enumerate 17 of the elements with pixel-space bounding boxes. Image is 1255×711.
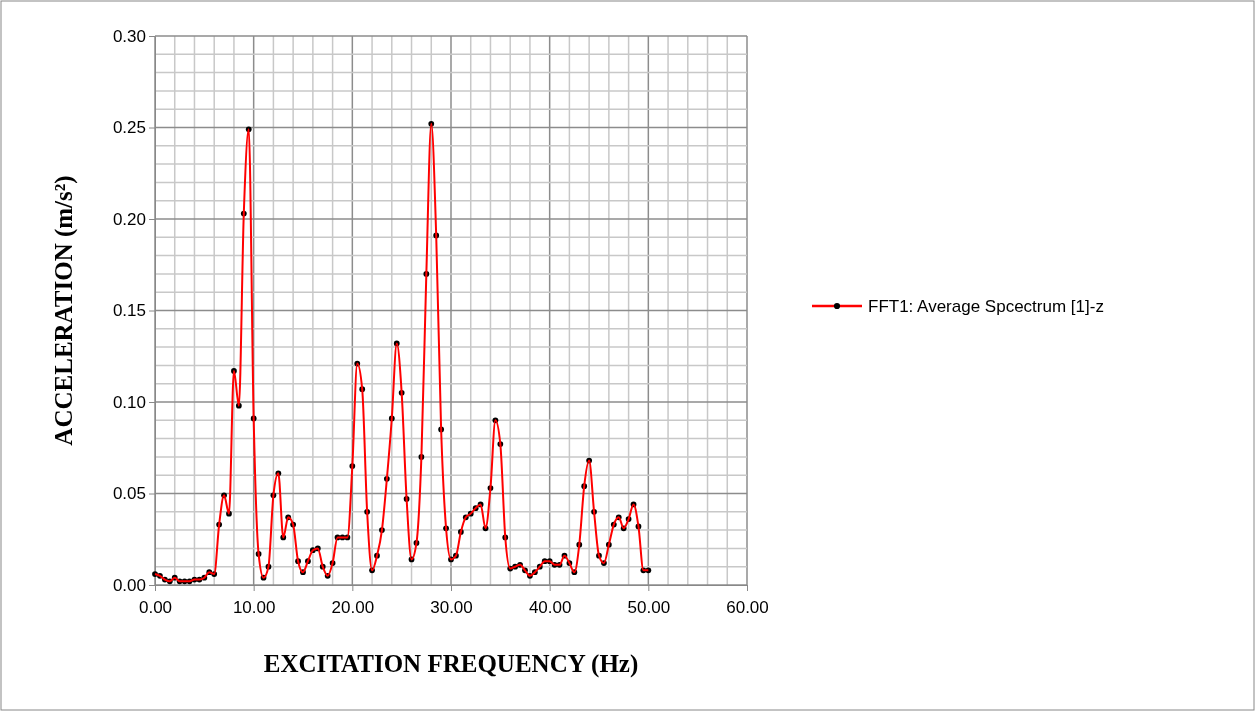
y-tick-label: 0.00 bbox=[112, 575, 146, 595]
x-tick-label: 60.00 bbox=[726, 597, 769, 617]
y-tick-label: 0.30 bbox=[112, 26, 146, 46]
x-tick-label: 50.00 bbox=[627, 597, 671, 617]
y-tick-label: 0.25 bbox=[112, 118, 146, 138]
x-tick-label: 0.00 bbox=[138, 597, 173, 617]
x-tick-label: 40.00 bbox=[528, 597, 572, 617]
y-tick-label: 0.15 bbox=[112, 301, 146, 321]
legend-label: FFT1: Average Spcectrum [1]-z bbox=[868, 296, 1104, 316]
y-tick-label: 0.20 bbox=[112, 209, 146, 229]
y-tick-label: 0.05 bbox=[112, 484, 146, 504]
x-tick-label: 10.00 bbox=[232, 597, 276, 617]
x-tick-label: 20.00 bbox=[331, 597, 375, 617]
y-axis-title: ACCELERATION (m/s²) bbox=[50, 175, 78, 446]
x-tick-label: 30.00 bbox=[430, 597, 473, 617]
x-axis-title: EXCITATION FREQUENCY (Hz) bbox=[263, 650, 639, 678]
y-tick-label: 0.10 bbox=[112, 392, 146, 412]
